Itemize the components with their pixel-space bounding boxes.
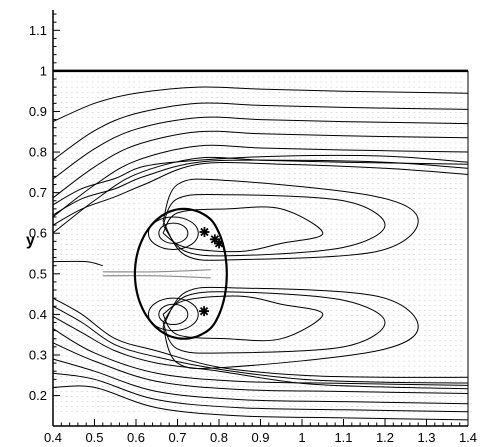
streamline-upper-left — [52, 162, 469, 226]
velocity-vector-field — [55, 76, 462, 413]
y-tick-label: 0.3 — [29, 347, 47, 362]
star-marker — [199, 306, 210, 317]
star-marker — [199, 227, 210, 238]
star-stroke — [200, 227, 209, 237]
streamline-lower-left — [52, 315, 469, 390]
recirculation-lower — [162, 295, 324, 342]
inner-vortex-upper — [147, 216, 199, 250]
y-tick-label: 0.6 — [29, 226, 47, 241]
y-tick-label: 0.4 — [29, 307, 47, 322]
x-tick-label: 1.4 — [459, 430, 477, 445]
streamline-upper — [52, 130, 469, 199]
x-tick-label: 1.2 — [376, 430, 394, 445]
streamline-upper — [52, 156, 469, 234]
recirculation-lower — [162, 286, 419, 370]
recirculation-lower — [162, 291, 386, 354]
star-stroke — [214, 239, 224, 248]
tick-labels: 0.4 0.5 0.6 0.7 0.8 0.9 1 1.1 1.2 1.3 1.4 0.2 0.3 0.4… — [29, 23, 477, 445]
streamline-upper-left — [52, 159, 469, 216]
centerline-inner — [102, 275, 211, 279]
x-tick-label: 0.5 — [85, 430, 103, 445]
streamline-axis — [52, 260, 103, 267]
streamline-lower — [52, 358, 469, 405]
streamline-lower — [52, 385, 469, 421]
streamline-upper — [52, 86, 469, 123]
star-stroke — [199, 306, 209, 316]
star-stroke — [210, 235, 220, 244]
streamline-upper — [52, 102, 469, 161]
x-tick-label: 0.7 — [168, 430, 186, 445]
recirculation-upper — [162, 206, 324, 253]
y-tick-label: 0.5 — [29, 266, 47, 281]
centerline-inner — [102, 269, 211, 273]
x-tick-label: 1 — [298, 430, 305, 445]
streamlines — [52, 86, 469, 421]
drop-interface — [133, 207, 228, 340]
x-tick-label: 1.3 — [417, 430, 435, 445]
recirculation-upper — [162, 193, 386, 257]
x-tick-label: 0.8 — [210, 430, 228, 445]
y-tick-label: 0.9 — [29, 104, 47, 119]
streamline-upper-left — [52, 154, 469, 206]
x-tick-label: 0.4 — [44, 430, 62, 445]
streamline-lower — [52, 342, 469, 394]
y-axis-title: y — [26, 232, 35, 249]
drop-group — [52, 207, 228, 340]
x-tick-label: 0.9 — [251, 430, 269, 445]
vector-arrows — [55, 76, 462, 413]
axis-ticks — [52, 13, 469, 426]
x-tick-label: 0.6 — [127, 430, 145, 445]
inner-vortex-lower — [158, 303, 189, 326]
streamline-lower — [52, 328, 469, 386]
streamline-lower — [52, 372, 469, 413]
inner-vortex-upper — [158, 222, 189, 244]
streamline-upper — [52, 116, 469, 180]
y-tick-label: 0.2 — [29, 388, 47, 403]
y-tick-label: 1 — [40, 63, 47, 78]
y-tick-label: 0.7 — [29, 185, 47, 200]
y-tick-label: 0.8 — [29, 145, 47, 160]
plot-frame — [52, 10, 469, 427]
star-marker — [214, 238, 224, 249]
streamline-lower-left — [52, 305, 469, 384]
inner-vortex-lower — [147, 297, 199, 332]
streamline-lower-left — [52, 297, 469, 378]
recirculation-upper — [162, 178, 419, 261]
y-tick-label: 1.1 — [29, 23, 47, 38]
x-tick-label: 1.1 — [334, 430, 352, 445]
